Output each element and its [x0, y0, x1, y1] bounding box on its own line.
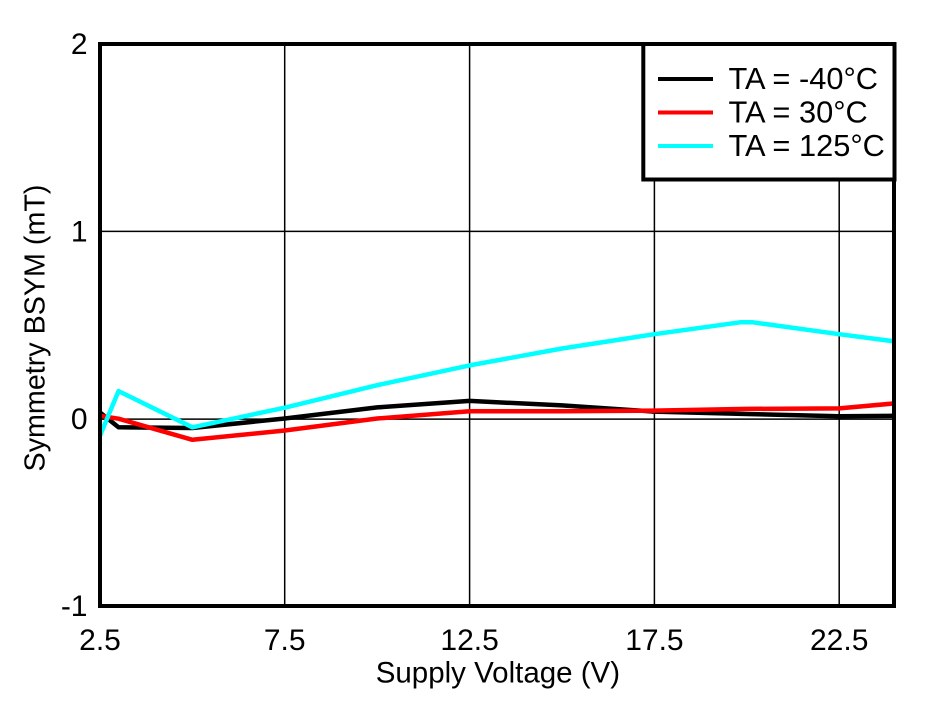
svg-text:2.5: 2.5 — [79, 624, 121, 657]
svg-text:Symmetry BSYM (mT): Symmetry BSYM (mT) — [20, 185, 52, 472]
svg-text:7.5: 7.5 — [264, 624, 306, 657]
svg-text:22.5: 22.5 — [810, 624, 868, 657]
svg-text:17.5: 17.5 — [625, 624, 683, 657]
svg-text:1: 1 — [71, 216, 88, 249]
svg-text:Supply Voltage (V): Supply Voltage (V) — [376, 656, 620, 689]
svg-text:2: 2 — [71, 28, 88, 61]
svg-text:TA = -40°C: TA = -40°C — [729, 61, 879, 96]
svg-text:TA = 125°C: TA = 125°C — [729, 128, 885, 163]
svg-text:0: 0 — [71, 403, 88, 436]
svg-text:-1: -1 — [61, 590, 88, 623]
svg-text:12.5: 12.5 — [440, 624, 498, 657]
svg-text:TA = 30°C: TA = 30°C — [729, 95, 868, 130]
